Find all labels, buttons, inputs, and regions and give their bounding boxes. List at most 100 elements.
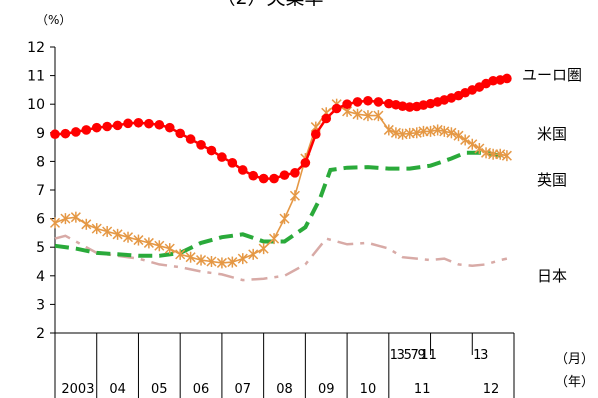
month-tick-label: 7 [411, 348, 419, 363]
data-point [122, 231, 134, 243]
data-point [352, 97, 363, 107]
data-point [310, 129, 321, 140]
month-tick-label: 11 [420, 348, 437, 363]
y-tick-label: 6 [36, 212, 45, 228]
series-3 [54, 150, 509, 258]
year-tick-label: 12 [483, 382, 500, 397]
year-tick-label: 06 [193, 382, 210, 397]
data-point [321, 113, 332, 124]
month-unit-label: （月） [555, 352, 594, 367]
data-point [70, 211, 81, 223]
data-point [289, 190, 300, 202]
data-point [418, 125, 429, 137]
series-label: 日本 [537, 267, 567, 285]
y-tick-label: 9 [36, 126, 45, 142]
data-point [502, 73, 512, 84]
data-point [269, 173, 279, 184]
series-1 [50, 73, 512, 184]
series-label: 米国 [537, 125, 567, 143]
data-point [60, 213, 71, 225]
data-point [373, 110, 384, 122]
data-point [196, 254, 207, 266]
data-point [373, 97, 384, 107]
data-point [133, 234, 144, 246]
series-2 [49, 98, 512, 269]
data-point [460, 134, 471, 146]
data-point [185, 134, 196, 144]
data-point [488, 75, 498, 86]
data-point [446, 127, 457, 139]
year-tick-label: 09 [318, 382, 335, 397]
data-point [154, 240, 165, 252]
data-point [71, 127, 81, 137]
data-point [143, 237, 154, 249]
data-point [501, 150, 512, 162]
data-point [384, 98, 394, 109]
year-unit-label: （年） [555, 375, 594, 390]
month-tick-label: 1 [473, 348, 481, 363]
data-point [144, 118, 154, 129]
data-point [248, 248, 259, 260]
data-point [112, 228, 123, 240]
data-point [91, 223, 102, 235]
data-point [453, 130, 464, 142]
data-point [258, 173, 269, 184]
series-line [54, 234, 508, 282]
data-point [237, 253, 248, 265]
series-line [54, 150, 509, 258]
y-tick-label: 7 [36, 183, 45, 199]
month-tick-label: 3 [480, 348, 488, 363]
data-point [196, 140, 206, 150]
data-point [474, 143, 485, 155]
year-tick-label: 05 [151, 382, 168, 397]
y-tick-label: 3 [36, 297, 45, 313]
month-tick-label: 1 [390, 348, 398, 363]
y-axis-unit-label: （%） [36, 13, 71, 27]
data-point [133, 117, 144, 128]
y-tick-label: 5 [36, 240, 45, 256]
data-point [363, 95, 373, 106]
data-point [175, 248, 186, 260]
month-tick-label: 9 [417, 348, 425, 363]
data-point [60, 128, 71, 139]
data-point [81, 218, 92, 230]
data-point [206, 145, 217, 156]
year-tick-label: 04 [109, 382, 126, 397]
series-label: 英国 [537, 171, 567, 189]
year-tick-label: 2003 [61, 382, 94, 397]
plot-area [49, 73, 512, 282]
year-tick-label: 07 [234, 382, 251, 397]
chart-title: （2）失業率 [216, 0, 323, 9]
data-point [102, 225, 113, 237]
data-point [258, 243, 269, 255]
data-point [237, 165, 248, 175]
series-4 [54, 234, 508, 282]
series-label: ユーロ圏 [522, 66, 582, 84]
data-point [279, 213, 290, 225]
data-point [467, 138, 478, 150]
y-tick-label: 4 [36, 269, 45, 285]
data-point [383, 124, 394, 136]
data-point [216, 257, 227, 269]
data-point [331, 103, 342, 114]
data-point [102, 121, 112, 132]
data-point [81, 125, 92, 135]
month-tick-label: 5 [404, 348, 412, 363]
data-point [164, 243, 175, 255]
data-point [362, 110, 373, 122]
data-point [185, 251, 196, 263]
data-point [227, 256, 238, 268]
year-tick-label: 11 [414, 382, 431, 397]
y-tick-label: 11 [27, 69, 45, 85]
month-tick-label: 3 [397, 348, 405, 363]
data-point [50, 129, 60, 140]
data-point [404, 102, 415, 112]
y-tick-label: 8 [36, 154, 45, 170]
data-point [227, 158, 238, 168]
data-point [397, 101, 408, 112]
data-point [352, 108, 363, 120]
y-tick-label: 10 [27, 97, 45, 113]
